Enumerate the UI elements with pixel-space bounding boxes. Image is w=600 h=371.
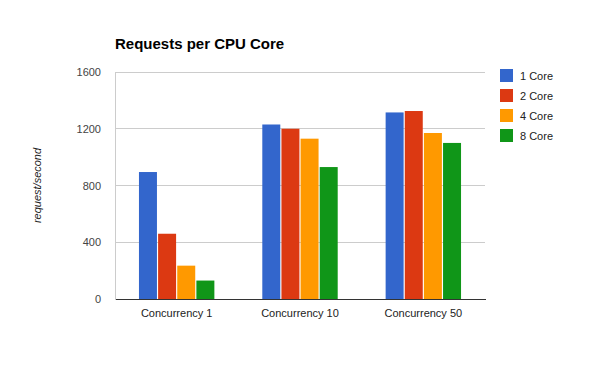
x-axis-line xyxy=(116,299,486,300)
y-tick-label: 0 xyxy=(95,293,101,305)
x-axis: Concurrency 1 Concurrency 10 Concurrency 5… xyxy=(116,299,486,319)
bar-series xyxy=(177,133,442,299)
y-tick: 0 xyxy=(95,293,115,305)
legend: 1 Core 2 Core 4 Core 8 Core xyxy=(500,69,553,142)
bar-series xyxy=(158,111,423,299)
legend-swatch xyxy=(500,89,513,102)
title: Requests per CPU Core xyxy=(115,35,284,52)
y-tick-label: 800 xyxy=(83,180,101,192)
legend-swatch xyxy=(500,129,513,142)
x-tick-label: Concurrency 10 xyxy=(261,307,339,319)
legend-swatch xyxy=(500,69,513,82)
legend-label: 2 Core xyxy=(520,90,553,102)
y-tick: 1200 xyxy=(77,123,115,135)
bar xyxy=(281,129,299,299)
bar xyxy=(262,124,280,299)
chart: 040080012001600Concurrency 1Concurrency … xyxy=(0,0,600,371)
bar xyxy=(301,139,319,299)
legend-label: 4 Core xyxy=(520,110,553,122)
y-tick-label: 400 xyxy=(83,236,101,248)
x-tick: Concurrency 50 xyxy=(385,299,463,319)
bar xyxy=(139,172,157,299)
legend-label: 8 Core xyxy=(520,130,553,142)
bar xyxy=(158,234,176,299)
y-tick: 800 xyxy=(83,180,115,192)
x-tick: Concurrency 1 xyxy=(141,299,213,319)
bar xyxy=(405,111,423,299)
legend-swatch xyxy=(500,109,513,122)
bar xyxy=(177,266,195,299)
x-tick-label: Concurrency 50 xyxy=(385,307,463,319)
bar-series xyxy=(196,143,461,299)
legend-item: 8 Core xyxy=(500,129,553,142)
y-tick-label: 1200 xyxy=(77,123,101,135)
bar xyxy=(443,143,461,299)
y-tick: 400 xyxy=(83,236,115,248)
y-axis-line xyxy=(115,73,116,300)
legend-item: 4 Core xyxy=(500,109,553,122)
bars xyxy=(139,111,461,299)
bar xyxy=(424,133,442,299)
y-tick: 1600 xyxy=(77,66,115,78)
plot-area: 040080012001600Concurrency 1Concurrency … xyxy=(77,66,486,319)
y-tick-label: 1600 xyxy=(77,66,101,78)
bar xyxy=(386,112,404,299)
y-axis: 0 400 800 1200 1600 xyxy=(77,66,116,305)
legend-item: 1 Core xyxy=(500,69,553,82)
x-tick: Concurrency 10 xyxy=(261,299,339,319)
legend-item: 2 Core xyxy=(500,89,553,102)
bar-series xyxy=(139,112,404,299)
legend-label: 1 Core xyxy=(520,70,553,82)
grid-line xyxy=(115,72,485,73)
grid-line xyxy=(115,128,485,129)
y-axis-title: request/second xyxy=(31,147,43,223)
bar xyxy=(320,167,338,299)
bar xyxy=(196,281,214,299)
x-tick-label: Concurrency 1 xyxy=(141,307,213,319)
grid xyxy=(115,72,485,299)
